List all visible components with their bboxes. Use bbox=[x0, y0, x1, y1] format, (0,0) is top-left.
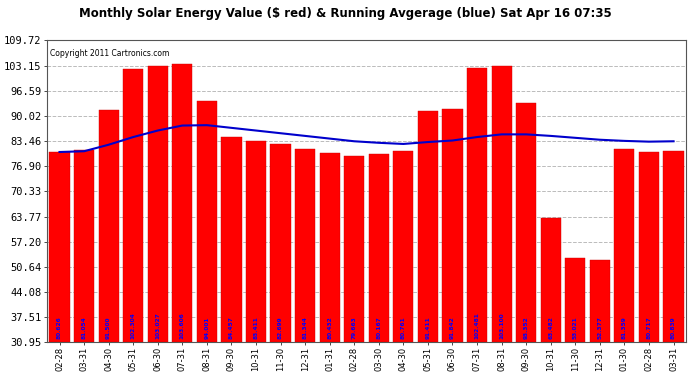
Bar bbox=[197, 100, 217, 342]
Bar bbox=[565, 258, 585, 342]
Text: 102.481: 102.481 bbox=[475, 312, 480, 339]
Text: 103.606: 103.606 bbox=[180, 312, 185, 339]
Text: 93.352: 93.352 bbox=[524, 316, 529, 339]
Text: Copyright 2011 Cartronics.com: Copyright 2011 Cartronics.com bbox=[50, 50, 170, 58]
Bar bbox=[639, 152, 659, 342]
Text: 63.482: 63.482 bbox=[549, 316, 553, 339]
Text: 80.761: 80.761 bbox=[401, 316, 406, 339]
Text: 91.500: 91.500 bbox=[106, 316, 111, 339]
Text: 53.021: 53.021 bbox=[573, 316, 578, 339]
Bar bbox=[246, 141, 266, 342]
Text: 52.377: 52.377 bbox=[598, 316, 602, 339]
Text: 79.663: 79.663 bbox=[352, 316, 357, 339]
Bar bbox=[50, 152, 70, 342]
Text: 102.304: 102.304 bbox=[130, 312, 136, 339]
Bar bbox=[516, 103, 536, 342]
Text: 84.457: 84.457 bbox=[229, 316, 234, 339]
Text: 82.699: 82.699 bbox=[278, 316, 283, 339]
Bar bbox=[344, 156, 364, 342]
Bar bbox=[368, 154, 389, 342]
Bar bbox=[74, 150, 94, 342]
Text: 80.167: 80.167 bbox=[376, 316, 382, 339]
Text: 80.432: 80.432 bbox=[327, 316, 332, 339]
Bar bbox=[418, 111, 438, 342]
Bar bbox=[221, 137, 242, 342]
Bar bbox=[442, 109, 462, 342]
Bar bbox=[664, 151, 684, 342]
Text: Monthly Solar Energy Value ($ red) & Running Avgerage (blue) Sat Apr 16 07:35: Monthly Solar Energy Value ($ red) & Run… bbox=[79, 8, 611, 21]
Bar bbox=[123, 69, 144, 342]
Text: 91.411: 91.411 bbox=[426, 316, 431, 339]
Text: 80.626: 80.626 bbox=[57, 316, 62, 339]
Bar bbox=[148, 66, 168, 342]
Text: 81.359: 81.359 bbox=[622, 316, 627, 339]
Bar bbox=[467, 68, 487, 342]
Text: 94.001: 94.001 bbox=[204, 316, 209, 339]
Bar bbox=[491, 66, 512, 342]
Text: 81.344: 81.344 bbox=[303, 316, 308, 339]
Text: 80.717: 80.717 bbox=[647, 316, 651, 339]
Text: 81.054: 81.054 bbox=[81, 316, 86, 339]
Text: 103.027: 103.027 bbox=[155, 312, 160, 339]
Bar bbox=[393, 152, 413, 342]
Text: 80.839: 80.839 bbox=[671, 316, 676, 339]
Bar bbox=[319, 153, 339, 342]
Bar bbox=[541, 217, 561, 342]
Bar bbox=[99, 110, 119, 342]
Text: 103.100: 103.100 bbox=[499, 312, 504, 339]
Text: 91.842: 91.842 bbox=[450, 316, 455, 339]
Bar bbox=[270, 144, 290, 342]
Bar bbox=[590, 260, 610, 342]
Text: 83.411: 83.411 bbox=[253, 316, 259, 339]
Bar bbox=[295, 149, 315, 342]
Bar bbox=[614, 149, 635, 342]
Bar bbox=[172, 64, 193, 342]
